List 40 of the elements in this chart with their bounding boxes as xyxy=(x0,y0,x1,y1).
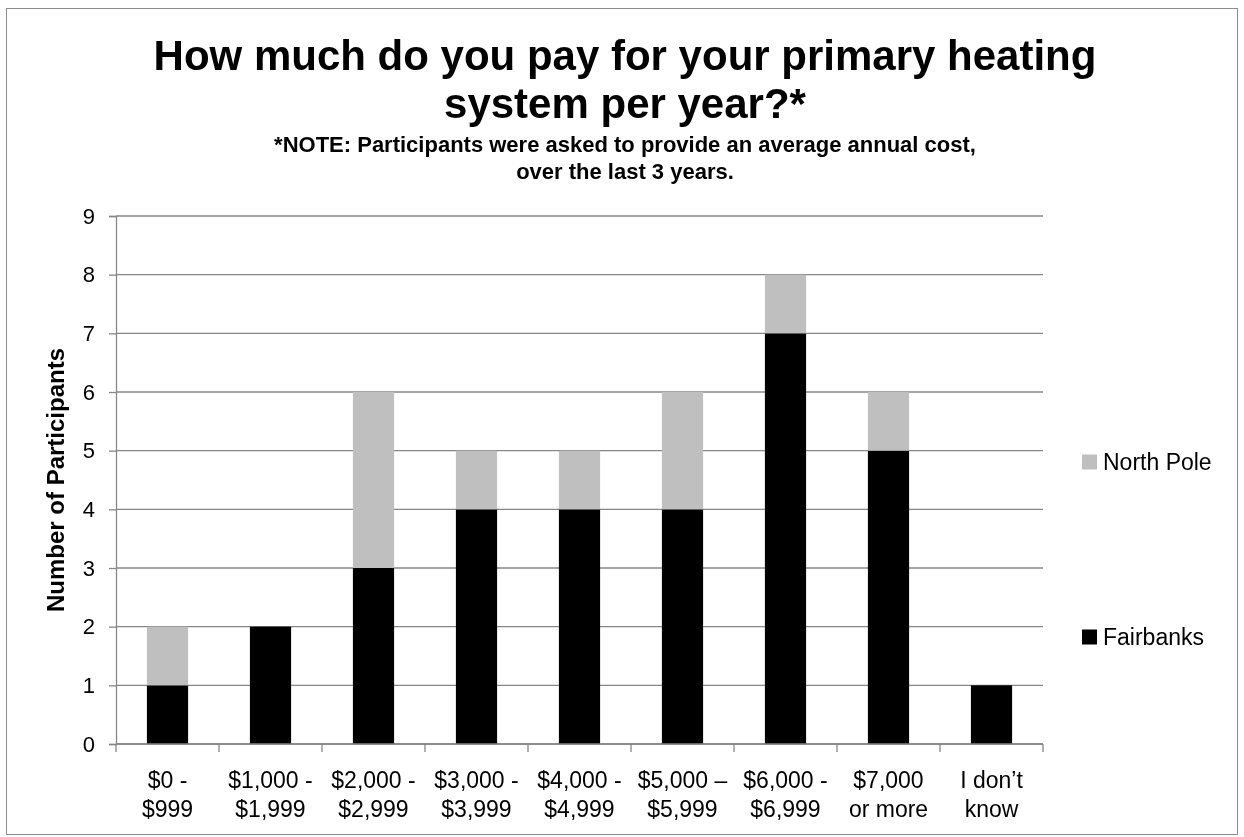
bar xyxy=(764,333,807,744)
x-tick-label: $4,000 - $4,999 xyxy=(537,767,622,822)
x-tick-label: $1,000 - $1,999 xyxy=(228,767,313,822)
bar xyxy=(867,392,910,451)
bar xyxy=(764,274,807,334)
bar xyxy=(661,392,704,510)
y-tick-label: 4 xyxy=(82,496,95,522)
y-tick-label: 3 xyxy=(82,555,95,581)
bar xyxy=(455,450,498,510)
bar xyxy=(867,450,910,744)
y-axis-title: Number of Participants xyxy=(42,347,69,613)
y-tick-label: 6 xyxy=(82,379,95,405)
chart-title: How much do you pay for your primary heating system per year?* xyxy=(153,32,1097,127)
y-tick-label: 8 xyxy=(82,262,95,288)
x-tick-label: I don’t know xyxy=(960,767,1024,822)
x-tick-label: $3,000 - $3,999 xyxy=(434,767,519,822)
chart-subtitle: *NOTE: Participants were asked to provide an average annual cost, over the last 3 years. xyxy=(274,132,976,184)
y-tick-label: 5 xyxy=(82,438,95,464)
legend-label: North Pole xyxy=(1103,449,1212,475)
bar xyxy=(661,509,704,744)
y-tick-label: 7 xyxy=(82,320,95,346)
bar xyxy=(455,509,498,744)
y-tick-label: 9 xyxy=(82,203,95,229)
x-tick-label: $0 - $999 xyxy=(141,767,194,822)
bar xyxy=(146,626,189,686)
bar xyxy=(249,626,292,744)
y-tick-label: 0 xyxy=(82,731,95,757)
bar xyxy=(558,450,601,510)
bar xyxy=(352,568,395,744)
legend-label: Fairbanks xyxy=(1103,624,1204,650)
x-tick-label: $2,000 - $2,999 xyxy=(331,767,416,822)
y-tick-label: 1 xyxy=(82,672,95,698)
bar xyxy=(970,685,1013,744)
x-tick-label: $6,000 - $6,999 xyxy=(743,767,828,822)
x-tick-label: $5,000 – $5,999 xyxy=(637,767,728,822)
x-tick-label: $7,000 or more xyxy=(848,767,929,822)
bar xyxy=(146,685,189,744)
y-tick-label: 2 xyxy=(82,614,95,640)
bar xyxy=(558,509,601,744)
bar xyxy=(352,392,395,568)
